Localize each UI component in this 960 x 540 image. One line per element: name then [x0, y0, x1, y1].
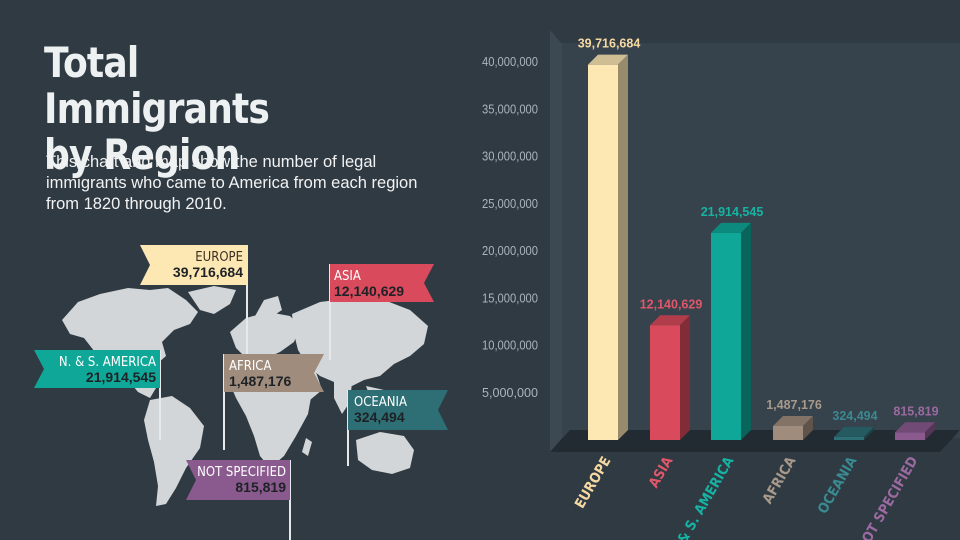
- bar-side: [803, 415, 813, 440]
- flag-banner: [140, 245, 248, 285]
- bar-face: [711, 232, 741, 440]
- x-tick-label: AFRICA: [760, 454, 800, 507]
- bar-5: [834, 426, 874, 440]
- bar-top: [895, 422, 935, 433]
- y-tick-label: 35,000,000: [482, 101, 538, 116]
- flag-region-name: NOT SPECIFIED: [197, 465, 286, 480]
- flag-banner: [330, 264, 434, 302]
- bar-face: [895, 432, 925, 440]
- bar-6: [895, 422, 935, 440]
- flag-value: 815,819: [235, 479, 286, 495]
- y-tick-label: 5,000,000: [482, 385, 538, 400]
- bar-side: [741, 222, 751, 440]
- y-tick-label: 10,000,000: [482, 338, 538, 353]
- continent-asia: [292, 298, 428, 388]
- bar-2: [650, 315, 690, 440]
- bar-top: [711, 222, 751, 233]
- bar-side: [618, 54, 628, 440]
- page-title: Total Immigrants by Region: [44, 40, 354, 178]
- bar-chart: 5,000,000 10,000,000 15,000,000 20,000,000 2…: [482, 30, 960, 540]
- bar-face: [773, 425, 803, 440]
- bar-1: [588, 54, 628, 440]
- bar-side: [925, 422, 935, 440]
- flag-region-name: OCEANIA: [354, 395, 407, 410]
- x-tick-label: OCEANIA: [815, 454, 861, 517]
- flag-value: 324,494: [354, 409, 405, 425]
- x-tick-label: EUROPE: [572, 454, 614, 511]
- flag-value: 1,487,176: [229, 373, 291, 389]
- x-tick-label: NOT SPECIFIED: [854, 454, 922, 540]
- chart-side-wall: [550, 30, 562, 452]
- y-tick-label: 15,000,000: [482, 290, 538, 305]
- flag-region-name: EUROPE: [195, 250, 243, 265]
- x-tick-label: N. & S. AMERICA: [665, 454, 738, 540]
- bar-face: [834, 436, 864, 440]
- flag-region-name: N. & S. AMERICA: [59, 355, 156, 370]
- bar-top: [834, 426, 874, 437]
- data-label: 12,140,629: [640, 297, 703, 311]
- bar-top: [773, 415, 813, 426]
- bar-face: [650, 325, 680, 440]
- continent-australia: [356, 432, 414, 474]
- data-label: 39,716,684: [578, 37, 641, 51]
- description-text: This chart and map show the number of le…: [46, 153, 418, 213]
- bar-side: [864, 426, 874, 440]
- data-label: 1,487,176: [766, 398, 822, 412]
- flag-banner: [186, 460, 290, 500]
- title-line-2: by Region: [44, 130, 240, 179]
- flag-banner: [34, 350, 160, 388]
- bar-face: [588, 64, 618, 440]
- continent-north-america: [62, 288, 198, 398]
- y-axis: 5,000,000 10,000,000 15,000,000 20,000,000 2…: [482, 54, 538, 400]
- bar-top: [650, 315, 690, 326]
- y-tick-label: 40,000,000: [482, 54, 538, 69]
- continent-madagascar: [302, 438, 312, 456]
- flag-value: 21,914,545: [86, 369, 156, 385]
- y-tick-label: 20,000,000: [482, 243, 538, 258]
- bar-3: [711, 222, 751, 440]
- flag-banner: [348, 390, 448, 430]
- flag-region-name: ASIA: [334, 269, 361, 284]
- continent-scandinavia: [254, 296, 282, 318]
- flag-region-name: AFRICA: [229, 359, 271, 374]
- y-tick-label: 25,000,000: [482, 196, 538, 211]
- data-label: 21,914,545: [701, 205, 764, 219]
- title-line-1: Total Immigrants: [44, 38, 270, 133]
- continent-europe: [230, 312, 300, 360]
- continent-greenland: [188, 286, 236, 314]
- bar-top: [588, 54, 628, 65]
- data-label: 815,819: [893, 404, 938, 418]
- flag-value: 12,140,629: [334, 283, 404, 299]
- y-tick-label: 30,000,000: [482, 149, 538, 164]
- x-tick-label: ASIA: [646, 454, 677, 491]
- bars: 39,716,684 12,140,629 21,914,545 1,487,176 3…: [578, 37, 939, 440]
- bar-side: [680, 315, 690, 440]
- flag-banner: [224, 354, 324, 392]
- flag-value: 39,716,684: [173, 264, 243, 280]
- bar-4: [773, 415, 813, 440]
- data-label: 324,494: [832, 409, 877, 423]
